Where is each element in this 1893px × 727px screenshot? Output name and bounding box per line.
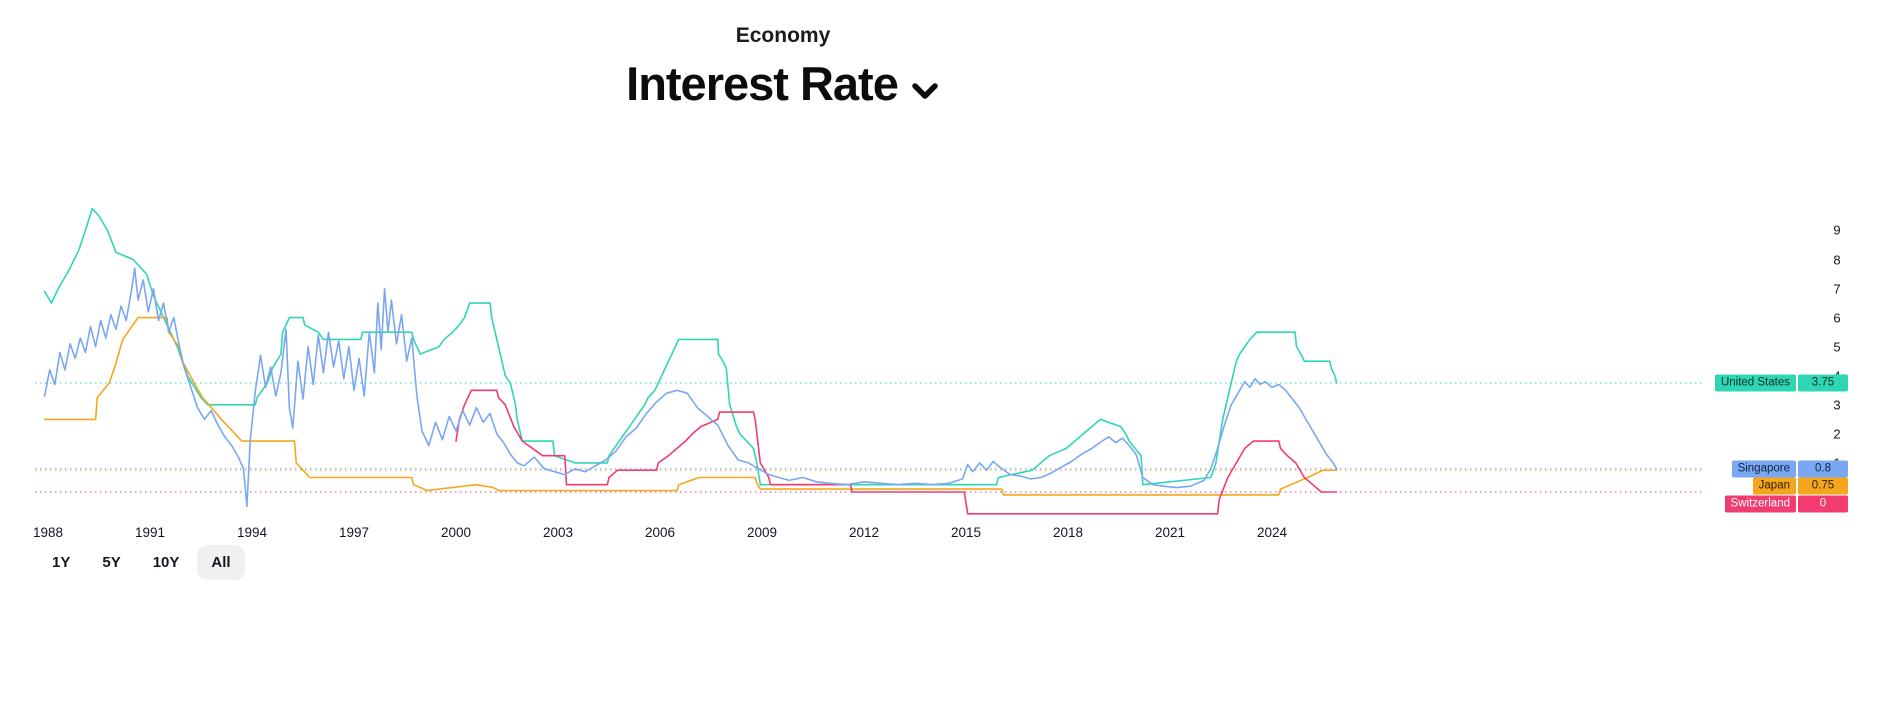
series-label-switzerland[interactable]: Switzerland [1724,495,1796,513]
current-value-badge-switzerland: 0 [1798,495,1848,513]
page-title: Interest Rate [626,57,899,110]
current-value-badge-japan: 0.75 [1798,477,1848,495]
series-label-japan[interactable]: Japan [1752,477,1796,495]
series-line-japan [43,316,1338,496]
series-label-united-states[interactable]: United States [1714,374,1796,392]
time-range-selector: 1Y 5Y 10Y All [38,545,245,580]
range-button-all[interactable]: All [197,545,245,580]
series-line-singapore [43,267,1338,508]
chart-header: Economy Interest Rate [0,24,1566,111]
range-button-10y[interactable]: 10Y [139,545,194,580]
category-label: Economy [735,24,831,47]
chevron-down-icon[interactable] [910,81,940,101]
range-button-1y[interactable]: 1Y [38,545,84,580]
title-dropdown[interactable]: Interest Rate [0,56,1566,111]
range-button-5y[interactable]: 5Y [88,545,134,580]
series-label-singapore[interactable]: Singapore [1731,460,1796,478]
series-line-switzerland [455,389,1338,515]
current-value-badge-singapore: 0.8 [1798,460,1848,478]
series-line-united-states [43,207,1338,486]
current-value-badge-united-states: 3.75 [1798,374,1848,392]
